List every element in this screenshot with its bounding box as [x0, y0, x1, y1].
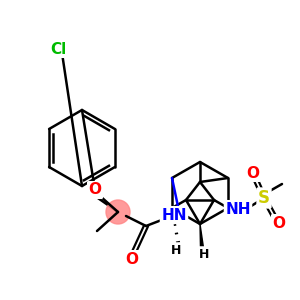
Text: Cl: Cl	[50, 41, 66, 56]
Text: S: S	[258, 189, 270, 207]
Text: O: O	[247, 166, 260, 181]
Text: O: O	[272, 215, 286, 230]
Text: HN: HN	[161, 208, 187, 223]
Text: H: H	[199, 248, 209, 260]
Text: O: O	[88, 182, 101, 197]
Text: H: H	[171, 244, 181, 256]
Polygon shape	[200, 224, 203, 248]
Circle shape	[106, 200, 130, 224]
Text: O: O	[125, 251, 139, 266]
Text: NH: NH	[225, 202, 251, 217]
